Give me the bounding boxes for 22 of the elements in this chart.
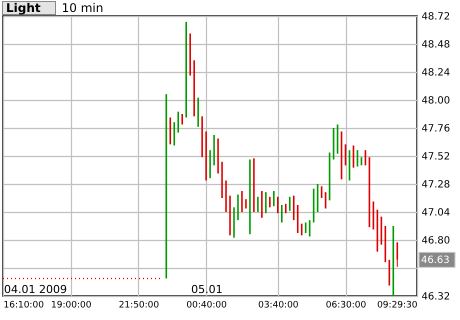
- y-tick-label: 46.80: [422, 236, 450, 246]
- x-tick-label: 03:40:00: [258, 300, 299, 310]
- annotation: 04.01 2009: [4, 283, 67, 296]
- annotation: 46.63: [421, 254, 450, 266]
- y-tick-label: 47.76: [422, 124, 450, 134]
- x-tick-label: 16:10:00: [4, 300, 44, 310]
- x-tick-label: 19:00:00: [50, 300, 92, 310]
- y-tick-label: 48.48: [422, 40, 450, 50]
- chart-title: Light: [2, 1, 56, 15]
- y-tick-label: 47.28: [422, 180, 450, 190]
- y-tick-label: 48.00: [422, 96, 450, 106]
- x-tick-label: 21:50:00: [118, 300, 160, 310]
- x-tick-label: 06:30:00: [326, 300, 366, 310]
- y-tick-label: 47.52: [422, 152, 450, 162]
- x-tick-label: 00:40:00: [186, 300, 228, 310]
- chart-subtitle: 10 min: [62, 1, 104, 15]
- annotation: 05.01: [191, 283, 223, 296]
- y-tick-label: 48.24: [422, 68, 450, 78]
- y-tick-label: 47.04: [422, 208, 450, 218]
- y-tick-label: 46.32: [422, 292, 450, 302]
- x-tick-label: 09:29:30: [377, 300, 418, 310]
- y-tick-label: 48.72: [422, 12, 450, 22]
